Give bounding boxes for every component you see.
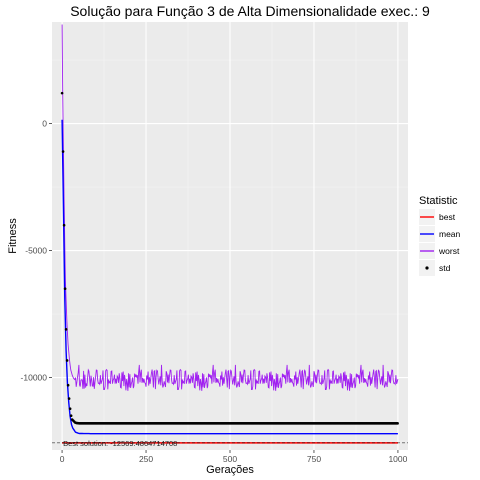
legend-swatch-std: [425, 266, 429, 270]
std-point: [64, 328, 68, 331]
std-point: [62, 223, 66, 227]
y-tick-label: -10000: [21, 373, 48, 383]
x-tick-label: 250: [139, 454, 153, 464]
std-point: [68, 407, 72, 411]
series-mean: [61, 119, 398, 435]
legend-item-best: best: [419, 209, 456, 225]
series-std: [60, 91, 399, 425]
series-layer: [52, 24, 408, 444]
std-point: [69, 414, 73, 418]
legend-item-mean: mean: [419, 226, 461, 242]
legend-item-worst: worst: [419, 243, 460, 259]
x-axis-label: Gerações: [206, 464, 254, 476]
legend-label-mean: mean: [439, 229, 461, 239]
std-point: [65, 359, 69, 362]
x-tick-label: 1000: [388, 454, 407, 464]
best-solution-annotation: Best solution: -12569.4864714708: [63, 439, 177, 448]
std-point: [63, 287, 67, 291]
x-tick-label: 500: [223, 454, 237, 464]
y-tick-label: -5000: [25, 246, 47, 256]
x-axis: 0 250 500 750 1000: [60, 450, 408, 464]
legend-item-std: std: [419, 260, 451, 276]
legend-label-best: best: [439, 212, 456, 222]
series-worst: [61, 24, 399, 391]
chart-title: Solução para Função 3 de Alta Dimensiona…: [70, 3, 430, 19]
y-axis: 0 -5000 -10000: [21, 119, 52, 383]
legend: Statistic best mean worst std: [419, 195, 461, 276]
legend-title: Statistic: [419, 195, 458, 207]
std-point: [60, 91, 64, 95]
mean-line: [61, 119, 398, 435]
std-point: [67, 397, 71, 400]
y-tick-label: 0: [42, 119, 47, 129]
worst-line: [61, 24, 399, 391]
std-point: [396, 422, 399, 425]
std-point: [66, 383, 70, 387]
legend-label-std: std: [439, 263, 451, 273]
y-axis-label: Fitness: [7, 218, 19, 254]
legend-label-worst: worst: [438, 246, 460, 256]
x-tick-label: 0: [60, 454, 65, 464]
x-tick-label: 750: [307, 454, 321, 464]
std-point: [61, 150, 65, 153]
